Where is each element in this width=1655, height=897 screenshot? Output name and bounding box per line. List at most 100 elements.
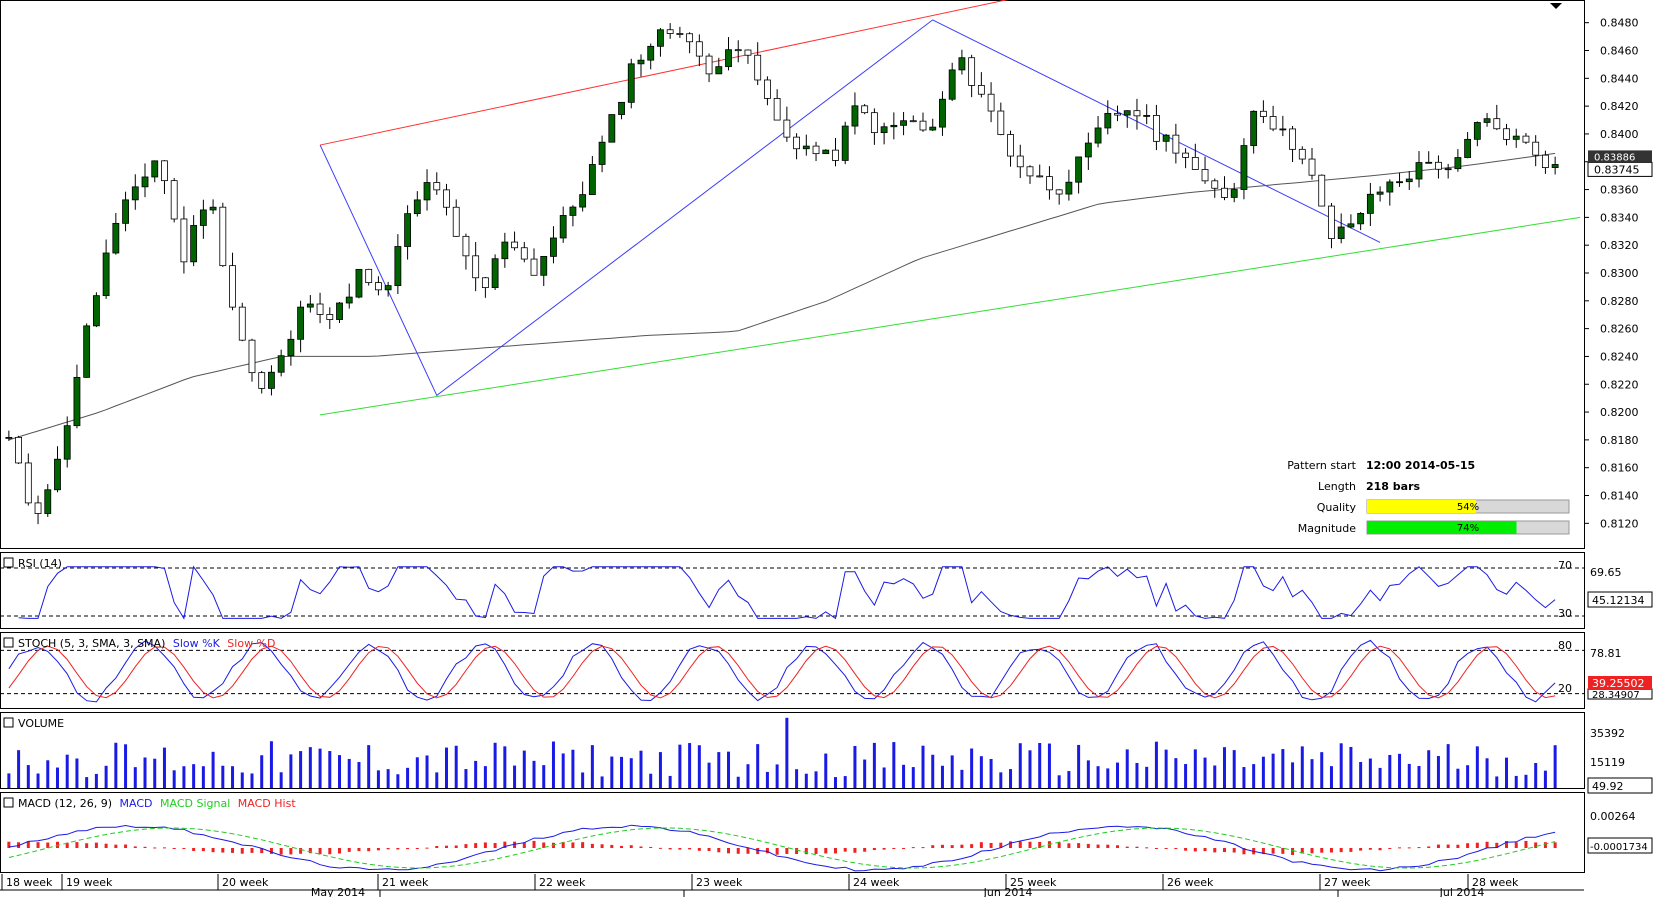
volume-bar bbox=[415, 757, 419, 788]
volume-bar bbox=[1077, 744, 1081, 788]
volume-bar bbox=[357, 762, 361, 788]
volume-bar bbox=[1378, 767, 1382, 788]
volume-bar bbox=[65, 754, 69, 788]
macd-hist-bar bbox=[114, 844, 118, 848]
price-tick-label: 0.8240 bbox=[1600, 350, 1639, 363]
candle-body bbox=[939, 98, 946, 128]
candle-body bbox=[1075, 156, 1083, 183]
macd-hist-bar bbox=[989, 843, 993, 848]
candle-body bbox=[1162, 134, 1170, 142]
macd-hist-bar bbox=[143, 846, 147, 848]
volume-bar bbox=[1193, 749, 1197, 788]
candle-body bbox=[277, 355, 285, 373]
macd-hist-bar bbox=[162, 847, 166, 849]
rsi-close-icon[interactable] bbox=[3, 557, 14, 568]
stoch-value2: 28.34907 bbox=[1592, 690, 1640, 701]
volume-bar bbox=[1232, 750, 1236, 788]
volume-bar bbox=[1154, 741, 1158, 788]
candle-body bbox=[1065, 181, 1073, 195]
volume-bar bbox=[444, 747, 448, 788]
macd-hist-bar bbox=[221, 848, 225, 853]
volume-bar bbox=[1427, 750, 1431, 788]
volume-title-text: VOLUME bbox=[18, 717, 64, 730]
candle-body bbox=[1473, 122, 1481, 140]
week-label: 26 week bbox=[1167, 876, 1214, 889]
volume-bar bbox=[1135, 762, 1139, 788]
macd-hist-bar bbox=[318, 848, 322, 855]
volume-bar bbox=[902, 764, 906, 788]
candle-body bbox=[131, 186, 139, 201]
stoch-close-icon[interactable] bbox=[3, 637, 14, 648]
volume-bar bbox=[1213, 765, 1217, 788]
length-label: Length bbox=[1318, 480, 1356, 493]
candle-body bbox=[170, 180, 178, 220]
candle-body bbox=[1211, 180, 1219, 189]
volume-bar bbox=[162, 747, 166, 788]
volume-bar bbox=[1524, 774, 1528, 788]
scroll-down-icon[interactable] bbox=[1550, 3, 1562, 9]
volume-bar bbox=[26, 765, 30, 788]
macd-hist-bar bbox=[289, 848, 293, 855]
volume-bar bbox=[279, 772, 283, 788]
macd-value-box bbox=[1587, 837, 1653, 854]
macd-hist-bar bbox=[1368, 848, 1372, 850]
volume-bar bbox=[639, 750, 643, 788]
candle-body bbox=[1396, 181, 1403, 184]
volume-bar bbox=[921, 745, 925, 788]
candle-body bbox=[900, 120, 907, 126]
candle-body bbox=[1386, 181, 1394, 193]
price-tick-label: 0.8340 bbox=[1600, 211, 1639, 224]
volume-bar bbox=[114, 742, 118, 788]
macd-hist-bar bbox=[85, 843, 89, 848]
macd-hist-bar bbox=[863, 848, 867, 852]
macd-hist-bar bbox=[65, 842, 69, 848]
macd-hist-bar bbox=[542, 842, 546, 848]
volume-bar bbox=[347, 758, 351, 788]
candle-body bbox=[258, 372, 266, 389]
candle-body bbox=[880, 126, 888, 134]
month-label: May 2014 bbox=[311, 886, 365, 897]
candle-body bbox=[763, 79, 771, 99]
volume-bar bbox=[1125, 749, 1129, 788]
macd-hist-bar bbox=[950, 845, 954, 848]
price-tick-label: 0.8480 bbox=[1600, 17, 1639, 30]
volume-bar bbox=[843, 776, 847, 788]
candle-body bbox=[608, 114, 616, 143]
candle-body bbox=[238, 306, 246, 341]
candle-body bbox=[1318, 174, 1326, 207]
time-axis: 18 week 19 week 20 week 21 week 22 week 23 we… bbox=[1, 874, 1519, 897]
macd-hist-bar bbox=[182, 848, 186, 849]
macd-hist-bar bbox=[75, 842, 79, 848]
volume-bar bbox=[1466, 765, 1470, 788]
volume-bar bbox=[133, 767, 137, 788]
candle-body bbox=[686, 33, 694, 43]
volume-bar bbox=[406, 767, 410, 788]
price-tick-label: 0.8120 bbox=[1600, 517, 1639, 530]
volume-bar bbox=[1475, 746, 1479, 788]
price-tick-label: 0.8320 bbox=[1600, 239, 1639, 252]
macd-hist-bar bbox=[892, 848, 896, 849]
candle-body bbox=[1279, 128, 1287, 131]
volume-bar bbox=[250, 773, 254, 788]
candle-body bbox=[550, 237, 557, 257]
macd-hist-bar bbox=[474, 843, 478, 848]
candle-body bbox=[1123, 110, 1131, 116]
candle-body bbox=[1259, 110, 1267, 117]
macd-hist-bar bbox=[658, 847, 662, 849]
volume-close-icon[interactable] bbox=[3, 717, 14, 728]
candle-body bbox=[627, 63, 635, 103]
quality-value: 54% bbox=[1457, 502, 1479, 513]
candle-body bbox=[345, 296, 353, 304]
week-label: 21 week bbox=[382, 876, 429, 889]
candle-body bbox=[997, 110, 1005, 135]
support-line bbox=[319, 216, 1581, 416]
macd-hist-bar bbox=[1485, 841, 1489, 848]
candle-body bbox=[734, 49, 742, 52]
macd-hist-bar bbox=[1096, 844, 1100, 848]
candle-body bbox=[248, 339, 256, 374]
macd-close-icon[interactable] bbox=[3, 797, 14, 808]
macd-hist-bar bbox=[396, 848, 400, 850]
candle-body bbox=[1046, 176, 1053, 191]
candle-body bbox=[462, 235, 470, 257]
volume-bar bbox=[1417, 766, 1421, 788]
